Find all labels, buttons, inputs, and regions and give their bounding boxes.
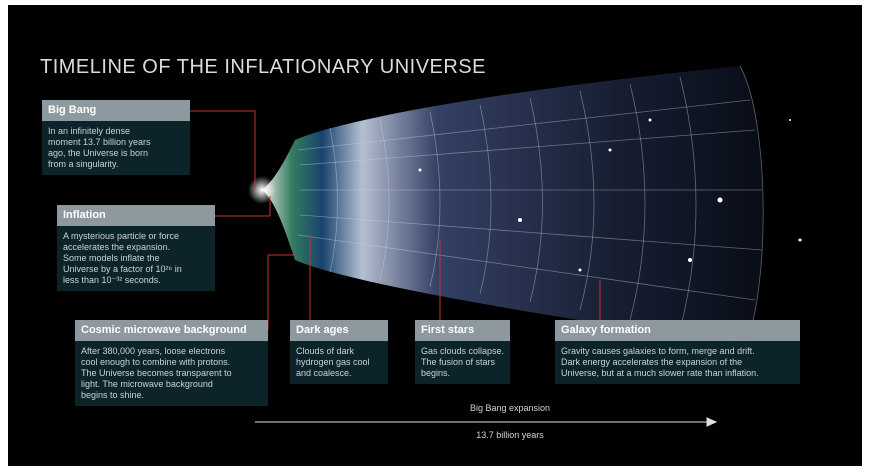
box-text-line: moment 13.7 billion years <box>48 137 184 148</box>
box-heading: Dark ages <box>290 320 388 341</box>
box-text-line: After 380,000 years, loose electrons <box>81 346 262 357</box>
box-text-line: cool enough to combine with protons. <box>81 357 262 368</box>
box-heading: Cosmic microwave background <box>75 320 268 341</box>
box-text-line: The Universe becomes transparent to <box>81 368 262 379</box>
box-heading: First stars <box>415 320 510 341</box>
info-box: Galaxy formation Gravity causes galaxies … <box>555 320 800 384</box>
axis-label: Big Bang expansion <box>470 403 550 413</box>
box-body: Gravity causes galaxies to form, merge a… <box>555 341 800 384</box>
box-text-line: less than 10⁻³² seconds. <box>63 275 209 286</box>
box-heading: Big Bang <box>42 100 190 121</box>
box-text-line: begins. <box>421 368 504 379</box>
box-text-line: and coalesce. <box>296 368 382 379</box>
box-text-line: Some models inflate the <box>63 253 209 264</box>
title: TIMELINE OF THE INFLATIONARY UNIVERSE <box>40 56 486 79</box>
infographic: TIMELINE OF THE INFLATIONARY UNIVERSE Bi… <box>0 0 870 474</box>
box-text-line: Gravity causes galaxies to form, merge a… <box>561 346 794 357</box>
box-text-line: The fusion of stars <box>421 357 504 368</box>
box-text-line: hydrogen gas cool <box>296 357 382 368</box>
box-text-line: In an infinitely dense <box>48 126 184 137</box>
box-heading: Inflation <box>57 205 215 226</box>
box-text-line: accelerates the expansion. <box>63 242 209 253</box>
box-text-line: Dark energy accelerates the expansion of… <box>561 357 794 368</box>
box-heading: Galaxy formation <box>555 320 800 341</box>
box-text-line: begins to shine. <box>81 390 262 401</box>
box-text-line: Gas clouds collapse. <box>421 346 504 357</box>
box-text-line: A mysterious particle or force <box>63 231 209 242</box>
box-text-line: Clouds of dark <box>296 346 382 357</box>
box-text-line: Universe, but at a much slower rate than… <box>561 368 794 379</box>
box-text-line: light. The microwave background <box>81 379 262 390</box>
box-text-line: ago, the Universe is born <box>48 148 184 159</box>
box-text-line: Universe by a factor of 10²⁶ in <box>63 264 209 275</box>
box-text-line: from a singularity. <box>48 159 184 170</box>
axis-label: 13.7 billion years <box>476 430 544 440</box>
